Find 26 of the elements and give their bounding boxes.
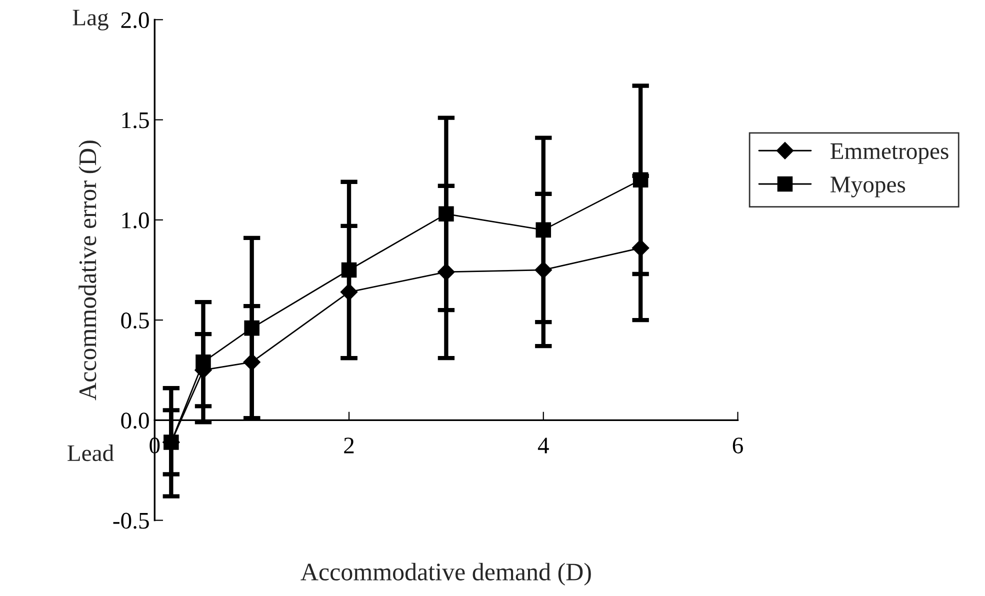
point [196,354,211,370]
point [632,239,650,257]
y-axis-title: Accommodative error (D) [78,140,102,400]
y-tick-label: 1.0 [122,212,149,228]
y-tick-label: 0.0 [121,412,149,429]
point [244,320,260,336]
y-tick-label: -0.5 [113,512,149,529]
point [438,263,455,281]
point [340,283,358,301]
y-tick-label: 1.5 [122,112,149,128]
point [536,222,552,238]
y-tick-label: 2.0 [121,12,149,28]
point [243,354,260,371]
point [438,206,454,222]
legend-label: Emmetropes [830,143,948,164]
point [534,261,552,279]
x-axis-title: Accommodative demand (D) [300,562,591,586]
point [341,262,357,278]
y-tick-label: 0.5 [121,312,149,329]
legend-label: Myopes [830,176,906,198]
x-tick-label: 2 [344,438,354,454]
text: Lead [68,444,114,462]
point [632,172,648,188]
text: Lag [72,10,108,30]
x-tick-label: 4 [538,438,549,454]
x-tick-label: 6 [732,438,743,454]
